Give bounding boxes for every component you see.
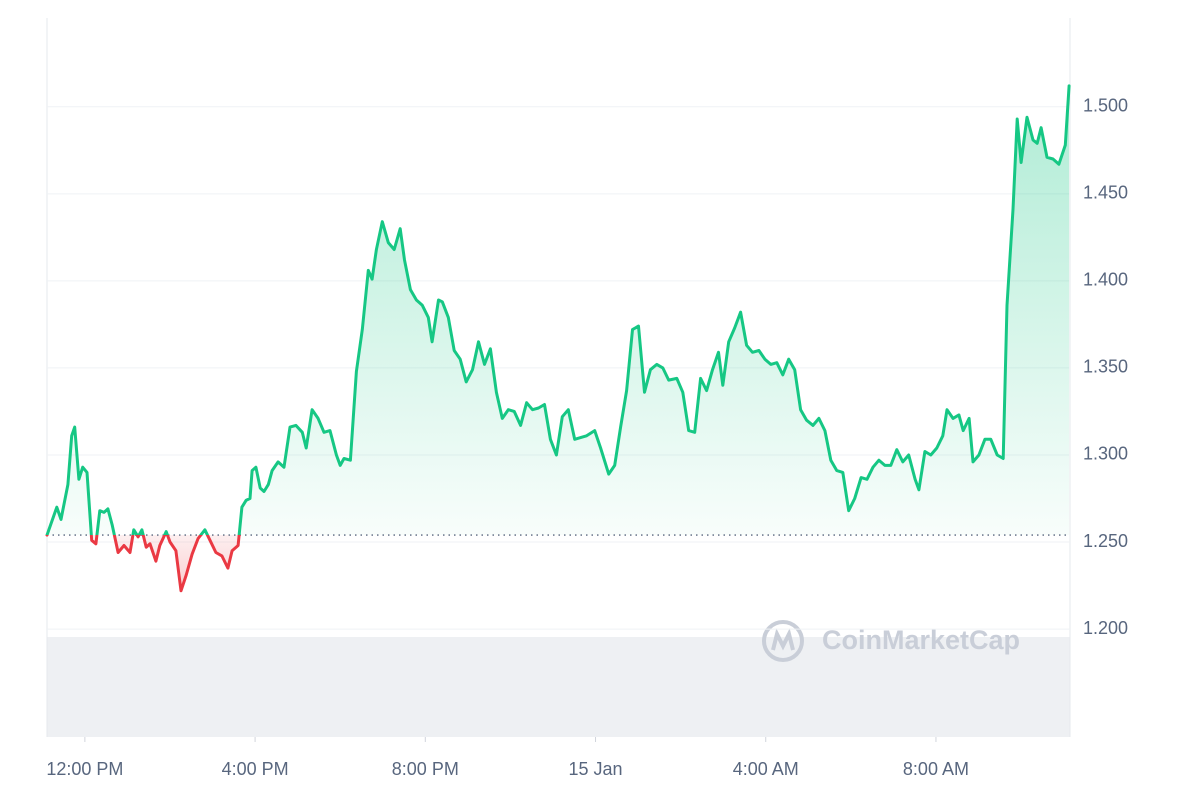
y-tick-label: 1.250 xyxy=(1083,531,1128,551)
price-area xyxy=(47,85,1070,591)
x-tick-label: 4:00 AM xyxy=(733,759,799,779)
price-line xyxy=(45,84,1071,593)
y-tick-label: 1.200 xyxy=(1083,618,1128,638)
y-tick-label: 1.400 xyxy=(1083,270,1128,290)
x-tick-label: 12:00 PM xyxy=(46,759,123,779)
y-tick-label: 1.350 xyxy=(1083,357,1128,377)
volume-band xyxy=(47,637,1070,737)
y-tick-label: 1.300 xyxy=(1083,444,1128,464)
x-tick-label: 8:00 PM xyxy=(392,759,459,779)
watermark: CoinMarketCap xyxy=(822,625,1020,655)
x-tick-label: 4:00 PM xyxy=(222,759,289,779)
x-tick-label: 8:00 AM xyxy=(903,759,969,779)
watermark-logo xyxy=(762,620,804,662)
y-tick-label: 1.450 xyxy=(1083,183,1128,203)
x-tick-label: 15 Jan xyxy=(568,759,622,779)
y-tick-label: 1.500 xyxy=(1083,96,1128,116)
